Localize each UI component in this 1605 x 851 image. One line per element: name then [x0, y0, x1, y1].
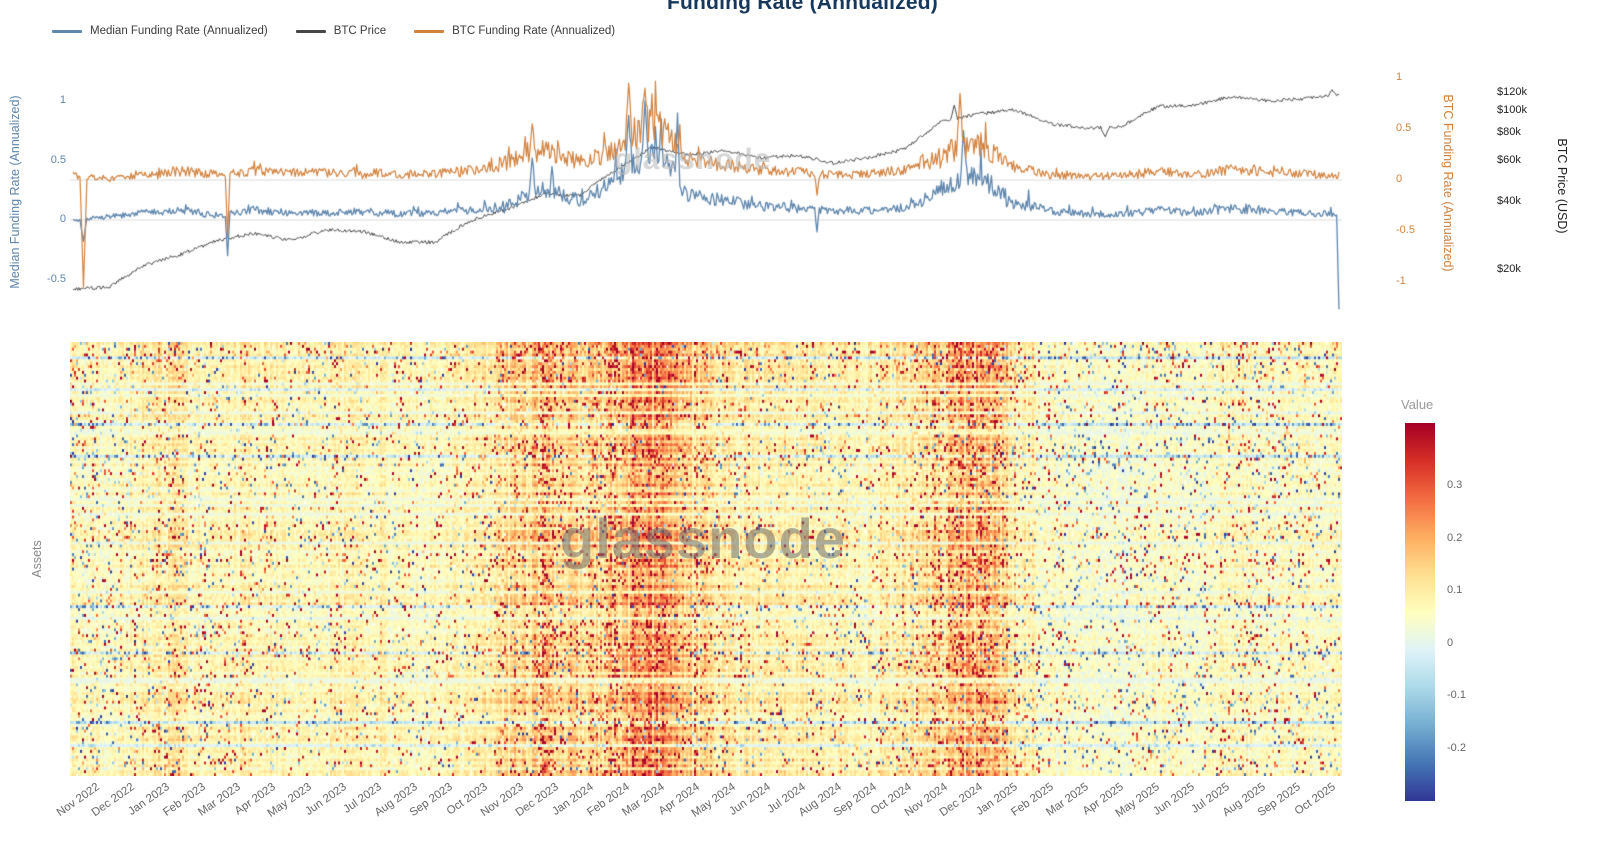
left-axis-tick: 0.5: [50, 153, 66, 166]
colorbar-tick: 0.2: [1447, 531, 1463, 544]
right-funding-axis-tick: 0.5: [1396, 122, 1412, 134]
chart-title: Funding Rate (Annualized): [667, 0, 938, 14]
right-price-axis-tick: $60k: [1497, 154, 1521, 167]
legend-label: BTC Price: [333, 25, 387, 37]
left-axis-tick: -0.5: [47, 272, 66, 285]
right-price-axis-tick: $40k: [1497, 194, 1521, 207]
colorbar-tick: 0.1: [1447, 584, 1463, 596]
legend-item-1[interactable]: BTC Price: [295, 25, 387, 37]
assets-funding-heatmap[interactable]: [70, 342, 1342, 776]
right-funding-axis-tick: 0: [1396, 173, 1403, 185]
right-price-axis-tick: $120k: [1497, 85, 1527, 98]
legend-swatch-icon: [414, 29, 445, 33]
right-price-axis-tick: $20k: [1497, 263, 1521, 275]
left-axis-tick: 0: [59, 213, 66, 225]
legend-label: Median Funding Rate (Annualized): [90, 25, 268, 37]
x-tick-label: Oct 2025: [1293, 781, 1339, 818]
colorbar-tick: 0.3: [1447, 479, 1463, 491]
right-funding-axis-title: BTC Funding Rate (Annualized): [1441, 94, 1455, 272]
colorbar: [1405, 423, 1435, 801]
colorbar-tick: -0.1: [1447, 689, 1466, 701]
right-price-axis-title: BTC Price (USD): [1555, 138, 1569, 234]
legend-item-0[interactable]: Median Funding Rate (Annualized): [52, 25, 268, 37]
legend-swatch-icon: [295, 29, 326, 33]
colorbar-title: Value: [1401, 397, 1434, 412]
right-price-axis-tick: $100k: [1497, 103, 1527, 116]
right-funding-axis-tick: -1: [1396, 275, 1406, 287]
colorbar-tick: 0: [1447, 636, 1454, 649]
legend-label: BTC Funding Rate (Annualized): [452, 25, 616, 37]
left-axis-title: Median Funding Rate (Annualized): [8, 95, 22, 289]
assets-axis-title: Assets: [30, 540, 44, 578]
left-axis-tick: 1: [59, 94, 66, 106]
legend: Median Funding Rate (Annualized) BTC Pric…: [52, 25, 615, 37]
right-funding-axis-tick: 1: [1396, 71, 1403, 83]
legend-item-2[interactable]: BTC Funding Rate (Annualized): [414, 25, 615, 37]
funding-rate-line-chart[interactable]: [70, 70, 1342, 316]
colorbar-tick: -0.2: [1447, 741, 1466, 754]
legend-swatch-icon: [52, 29, 82, 33]
right-price-axis-tick: $80k: [1497, 126, 1521, 139]
right-funding-axis-tick: -0.5: [1396, 224, 1415, 236]
